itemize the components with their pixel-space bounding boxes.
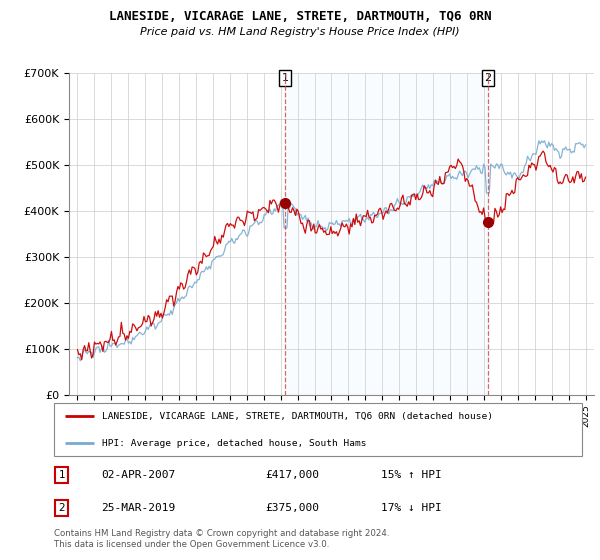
Text: 25-MAR-2019: 25-MAR-2019 [101,503,176,513]
Text: LANESIDE, VICARAGE LANE, STRETE, DARTMOUTH, TQ6 0RN (detached house): LANESIDE, VICARAGE LANE, STRETE, DARTMOU… [101,412,493,421]
Text: 1: 1 [59,470,65,480]
Text: 15% ↑ HPI: 15% ↑ HPI [382,470,442,480]
Text: Price paid vs. HM Land Registry's House Price Index (HPI): Price paid vs. HM Land Registry's House … [140,27,460,37]
Text: 1: 1 [281,73,289,83]
Text: 2: 2 [59,503,65,513]
Text: £417,000: £417,000 [265,470,319,480]
FancyBboxPatch shape [54,403,582,456]
Text: LANESIDE, VICARAGE LANE, STRETE, DARTMOUTH, TQ6 0RN: LANESIDE, VICARAGE LANE, STRETE, DARTMOU… [109,10,491,23]
Bar [285,73,488,395]
Text: HPI: Average price, detached house, South Hams: HPI: Average price, detached house, Sout… [101,438,366,447]
Text: £375,000: £375,000 [265,503,319,513]
Text: 02-APR-2007: 02-APR-2007 [101,470,176,480]
Text: Contains HM Land Registry data © Crown copyright and database right 2024.
This d: Contains HM Land Registry data © Crown c… [54,529,389,549]
Text: 17% ↓ HPI: 17% ↓ HPI [382,503,442,513]
Text: 2: 2 [485,73,492,83]
